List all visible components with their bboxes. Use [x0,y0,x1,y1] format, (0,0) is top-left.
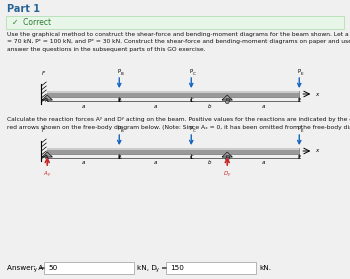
Text: kN.: kN. [259,265,271,271]
Text: kN, D: kN, D [137,265,157,271]
Text: =: = [37,265,46,271]
Bar [47,91,299,93]
Text: Use the graphical method to construct the shear-force and bending-moment diagram: Use the graphical method to construct th… [7,32,350,37]
Circle shape [225,157,229,161]
Text: P: P [298,126,301,131]
Text: b: b [208,104,211,109]
Polygon shape [222,152,232,157]
Text: P: P [190,69,193,74]
Text: y: y [156,268,159,273]
Text: a: a [154,104,157,109]
Text: B: B [118,98,121,103]
Text: E: E [298,155,301,160]
Text: a: a [261,160,265,165]
Text: x: x [315,92,318,97]
Text: y: y [34,268,37,273]
Circle shape [225,100,229,104]
Text: F: F [42,128,45,133]
Text: C: C [189,98,193,103]
Text: E: E [301,129,303,133]
Text: ✓  Correct: ✓ Correct [12,18,51,27]
Text: C: C [189,155,193,160]
Text: =: = [159,265,167,271]
Bar [47,148,299,150]
Text: a: a [82,104,85,109]
Text: $A_y$: $A_y$ [43,170,51,180]
Bar [166,262,256,274]
Text: a: a [154,160,157,165]
Text: D: D [225,155,229,160]
Text: b: b [208,160,211,165]
Text: answer the questions in the subsequent parts of this GO exercise.: answer the questions in the subsequent p… [7,47,205,52]
Text: a: a [82,160,85,165]
Text: red arrows shown on the free-body diagram below. (Note: Since Aₓ = 0, it has bee: red arrows shown on the free-body diagra… [7,124,350,129]
Text: P: P [190,126,193,131]
Polygon shape [42,95,52,100]
Text: A: A [46,155,49,160]
Text: P: P [118,69,121,74]
Bar [44,262,134,274]
Text: E: E [298,98,301,103]
Text: B: B [121,129,124,133]
Text: B: B [121,72,124,76]
Text: A: A [46,98,49,103]
Text: Part 1: Part 1 [7,4,40,14]
Text: E: E [301,72,303,76]
Text: x: x [315,148,318,153]
Text: F: F [42,71,45,76]
Text: B: B [118,155,121,160]
Text: $D_y$: $D_y$ [223,170,232,180]
Text: Calculate the reaction forces Aʸ and Dʸ acting on the beam. Positive values for : Calculate the reaction forces Aʸ and Dʸ … [7,117,350,122]
Polygon shape [42,152,52,157]
Text: 50: 50 [48,265,57,271]
Bar [6,16,344,29]
Text: C: C [193,72,196,76]
Text: D: D [225,98,229,103]
Text: C: C [193,129,196,133]
Text: a: a [261,104,265,109]
Polygon shape [222,95,232,100]
Text: P: P [298,69,301,74]
Text: = 70 kN, Pᶜ = 100 kN, and Pᵉ = 30 kN. Construct the shear-force and bending-mome: = 70 kN, Pᶜ = 100 kN, and Pᵉ = 30 kN. Co… [7,40,350,44]
Text: 150: 150 [170,265,184,271]
Bar [47,148,299,154]
Bar [47,91,299,97]
Text: Answer: A: Answer: A [7,265,43,271]
Text: P: P [118,126,121,131]
